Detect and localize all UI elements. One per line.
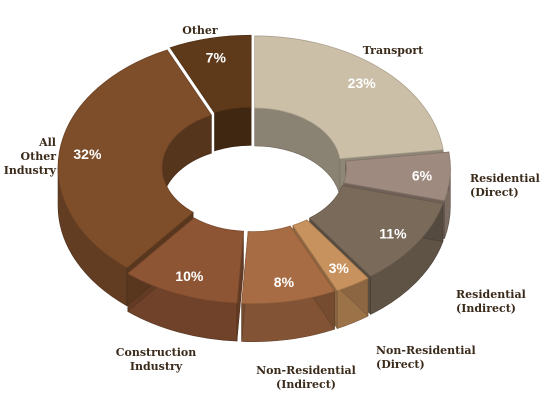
slice-value-label-1: 6% bbox=[412, 167, 433, 183]
slice-category-label-line: Construction bbox=[116, 346, 196, 359]
slice-category-label-line: All bbox=[38, 136, 56, 149]
slice-category-label-line: Transport bbox=[363, 44, 424, 57]
slice-category-label-line: (Indirect) bbox=[456, 302, 516, 315]
slice-6 bbox=[57, 49, 213, 269]
slice-labels: 23% 6% 11% 3% 8% 10% 32% 7% Transport Residential… bbox=[4, 24, 540, 391]
slice-category-label-line: Residential bbox=[470, 172, 540, 185]
slice-category-label-line: (Direct) bbox=[376, 358, 425, 371]
slice-4 bbox=[241, 225, 336, 305]
slice-category-label-line: Industry bbox=[4, 164, 57, 177]
slice-category-label-line: Other bbox=[21, 150, 57, 163]
slice-value-label-6: 32% bbox=[73, 146, 102, 162]
slice-value-label-3: 3% bbox=[329, 260, 350, 276]
slice-tops bbox=[57, 34, 451, 305]
slice-category-label-line: Industry bbox=[130, 360, 183, 373]
slice-value-label-0: 23% bbox=[348, 75, 377, 91]
slice-category-label-3: Non-Residential (Direct) bbox=[376, 344, 476, 371]
slice-category-label-7: Other bbox=[182, 24, 218, 37]
slice-value-label-7: 7% bbox=[206, 49, 227, 65]
slice-2 bbox=[308, 185, 444, 277]
slice-1 bbox=[343, 151, 451, 202]
slice-value-label-5: 10% bbox=[175, 268, 204, 284]
slice-category-label-5: Construction Industry bbox=[116, 346, 196, 373]
slice-value-label-4: 8% bbox=[274, 274, 295, 290]
slice-0 bbox=[254, 35, 444, 160]
slice-3 bbox=[292, 219, 369, 292]
slice-category-label-6: All Other Industry bbox=[4, 136, 57, 177]
slice-value-label-2: 11% bbox=[379, 225, 407, 241]
slice-category-label-line: (Indirect) bbox=[276, 378, 336, 391]
slice-category-label-4: Non-Residential (Indirect) bbox=[256, 364, 356, 391]
slice-category-label-1: Residential (Direct) bbox=[470, 172, 540, 199]
slice-7 bbox=[169, 34, 252, 114]
slice-category-label-2: Residential (Indirect) bbox=[456, 288, 526, 315]
slice-category-label-line: Non-Residential bbox=[256, 364, 356, 377]
slice-category-label-line: Residential bbox=[456, 288, 526, 301]
slice-category-label-0: Transport bbox=[363, 44, 424, 57]
slice-category-label-line: Other bbox=[182, 24, 218, 37]
slice-inner-7 bbox=[214, 107, 252, 152]
slice-category-label-line: (Direct) bbox=[470, 186, 519, 199]
slice-category-label-line: Non-Residential bbox=[376, 344, 476, 357]
slice-5 bbox=[127, 217, 244, 304]
